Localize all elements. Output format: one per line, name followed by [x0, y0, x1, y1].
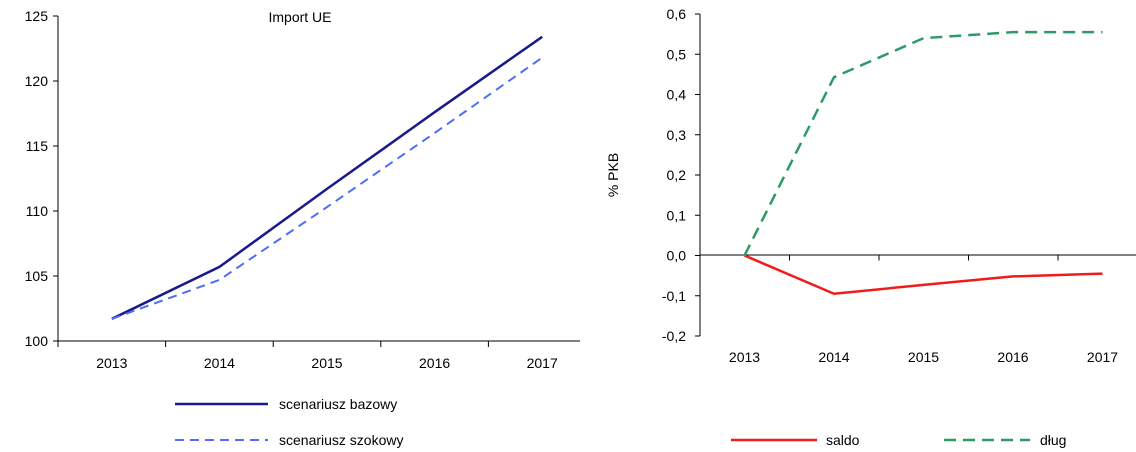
y-tick-label: 115: [26, 138, 49, 154]
y-tick-label: 0,2: [667, 167, 687, 183]
y-tick-label: 0,3: [667, 127, 687, 143]
y-tick-label: 0,4: [667, 87, 687, 103]
chart-title: Import UE: [268, 9, 331, 25]
y-tick-label: 0,5: [667, 46, 687, 62]
pkb-chart: % PKB -0,2 -0,1 0,0 0,1 0,2 0,3 0,4 0,5 0,6 2013…: [605, 6, 1136, 448]
y-tick-label: 110: [26, 203, 49, 219]
y-tick-label: 0,6: [667, 6, 687, 22]
y-tick-label: 0,1: [667, 207, 687, 223]
y-tick-label: 125: [25, 8, 49, 24]
x-tick-label: 2013: [96, 355, 127, 371]
y-axis-label: % PKB: [605, 153, 621, 197]
x-tick-label: 2013: [729, 349, 760, 365]
series-line-szokowy: [111, 56, 543, 320]
legend-label-szokowy: scenariusz szokowy: [279, 432, 404, 448]
x-tick-label: 2015: [908, 349, 939, 365]
y-tick-label: -0,1: [662, 288, 686, 304]
x-tick-label: 2016: [419, 355, 450, 371]
x-tick-label: 2014: [204, 355, 235, 371]
x-tick-label: 2017: [527, 355, 558, 371]
x-tick-label: 2016: [997, 349, 1028, 365]
x-tick-label: 2015: [311, 355, 342, 371]
x-tick-label: 2014: [818, 349, 849, 365]
y-tick-label: 120: [25, 73, 49, 89]
series-line-dlug: [743, 30, 1103, 257]
legend: scenariusz bazowy scenariusz szokowy: [175, 396, 404, 448]
legend-label-dlug: dług: [1040, 432, 1066, 448]
y-tick-label: 100: [25, 333, 49, 349]
legend-label-bazowy: scenariusz bazowy: [279, 396, 397, 412]
x-tick-label: 2017: [1087, 349, 1118, 365]
y-tick-label: -0,2: [662, 328, 686, 344]
legend: saldo dług: [731, 432, 1066, 448]
y-tick-label: 0,0: [667, 248, 687, 264]
series-line-bazowy: [111, 35, 543, 321]
series-line-saldo: [744, 254, 1103, 296]
legend-label-saldo: saldo: [826, 432, 860, 448]
y-tick-label: 105: [25, 268, 49, 284]
